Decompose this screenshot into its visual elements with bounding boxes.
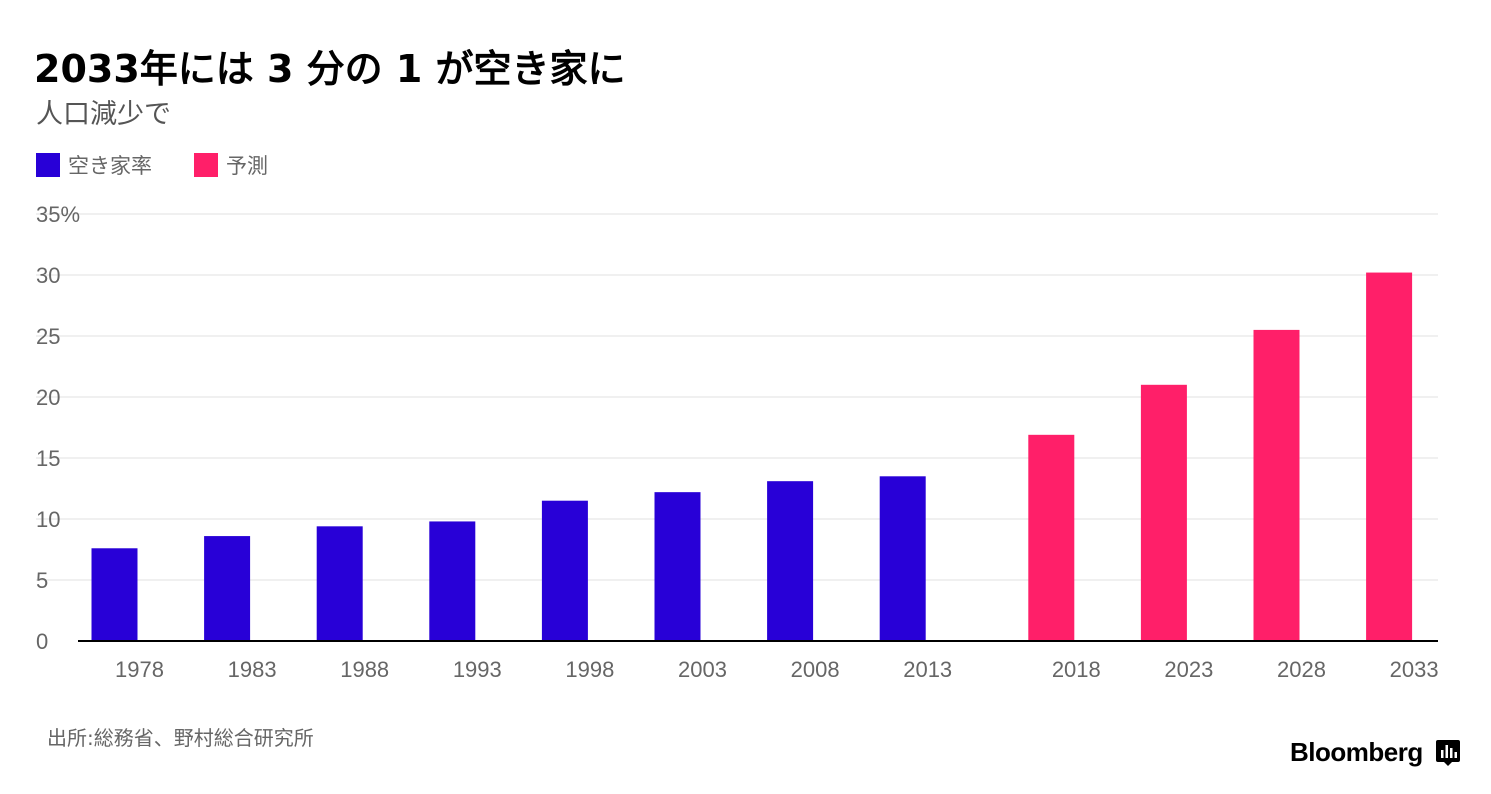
y-tick-label: 0 [36,629,48,654]
bloomberg-chart-icon [1435,739,1460,766]
x-tick-label: 2013 [903,657,952,682]
y-tick-label: 20 [36,385,60,410]
bar-1998 [541,500,588,641]
x-tick-label: 2023 [1164,657,1213,682]
y-tick-label: 30 [36,263,60,288]
bloomberg-logo: Bloomberg [1290,737,1461,768]
legend-swatch-forecast [194,153,218,177]
y-tick-label: 5 [36,568,48,593]
brand-name: Bloomberg [1290,737,1423,767]
y-tick-label: 15 [36,446,60,471]
x-tick-label: 2018 [1052,657,1101,682]
bar-2008 [767,481,814,641]
x-tick-label: 2008 [791,657,840,682]
bar-2018 [1028,434,1075,641]
x-tick-label: 1988 [340,657,389,682]
bar-2028 [1253,329,1300,641]
legend-item-actual: 空き家率 [36,150,152,180]
bar-2013 [879,476,926,641]
chart-legend: 空き家率 予測 [36,150,310,180]
chart-subtitle: 人口減少で [36,99,171,130]
legend-label-forecast: 予測 [226,154,268,178]
x-tick-label: 2028 [1277,657,1326,682]
bar-1983 [204,536,251,641]
x-tick-label: 1983 [228,657,277,682]
y-tick-label: 10 [36,507,60,532]
bar-2033 [1366,272,1413,641]
x-tick-label: 2003 [678,657,727,682]
legend-swatch-actual [36,153,60,177]
x-tick-label: 1993 [453,657,502,682]
source-note: 出所:総務省、野村総合研究所 [47,726,314,750]
legend-label-actual: 空き家率 [68,154,152,178]
bar-1993 [429,521,476,641]
x-tick-label: 1998 [565,657,614,682]
x-tick-label: 1978 [115,657,164,682]
x-tick-label: 2033 [1390,657,1439,682]
chart-title: 2033年には 3 分の 1 が空き家に [34,47,626,91]
bar-2023 [1140,384,1187,641]
y-tick-label: 25 [36,324,60,349]
bar-2003 [654,492,701,641]
y-tick-label: 35% [36,202,80,227]
legend-item-forecast: 予測 [194,150,268,180]
bar-1978 [91,548,138,641]
bar-1988 [316,526,363,641]
